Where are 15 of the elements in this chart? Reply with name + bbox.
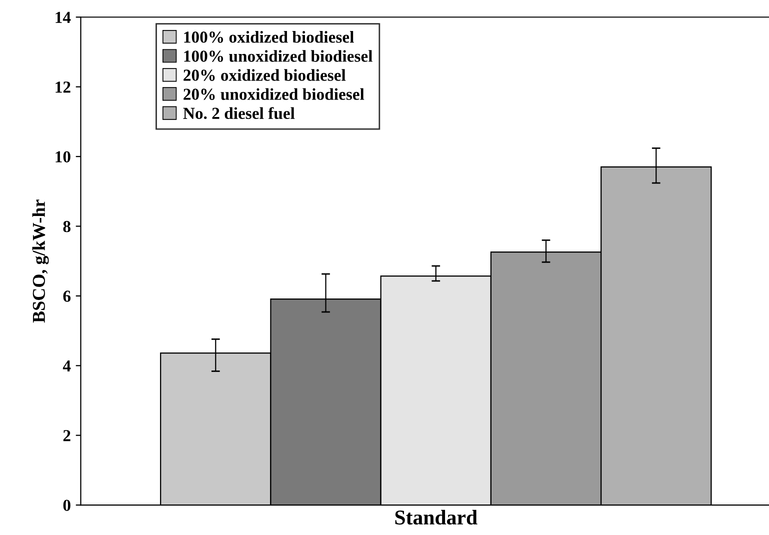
legend-label: 100% unoxidized biodiesel xyxy=(184,50,372,62)
y-axis-title: BSCO, g/kW-hr xyxy=(32,200,49,323)
y-tick-label: 14 xyxy=(56,12,71,23)
y-tick-label: 4 xyxy=(62,360,71,372)
y-tick-label: 10 xyxy=(56,151,70,162)
legend-label: No. 2 diesel fuel xyxy=(183,107,295,120)
x-tick-label: Standard xyxy=(395,510,478,525)
y-tick-label: 6 xyxy=(63,290,71,302)
legend-label: 20% oxidized biodiesel xyxy=(184,69,346,81)
y-tick-label: 12 xyxy=(56,82,70,93)
y-tick-label: 0 xyxy=(63,500,70,511)
y-tick-label: 2 xyxy=(63,430,70,442)
legend-label: 100% oxidized biodiesel xyxy=(184,31,354,43)
y-tick-label: 8 xyxy=(63,220,70,232)
legend-label: 20% unoxidized biodiesel xyxy=(184,88,364,100)
